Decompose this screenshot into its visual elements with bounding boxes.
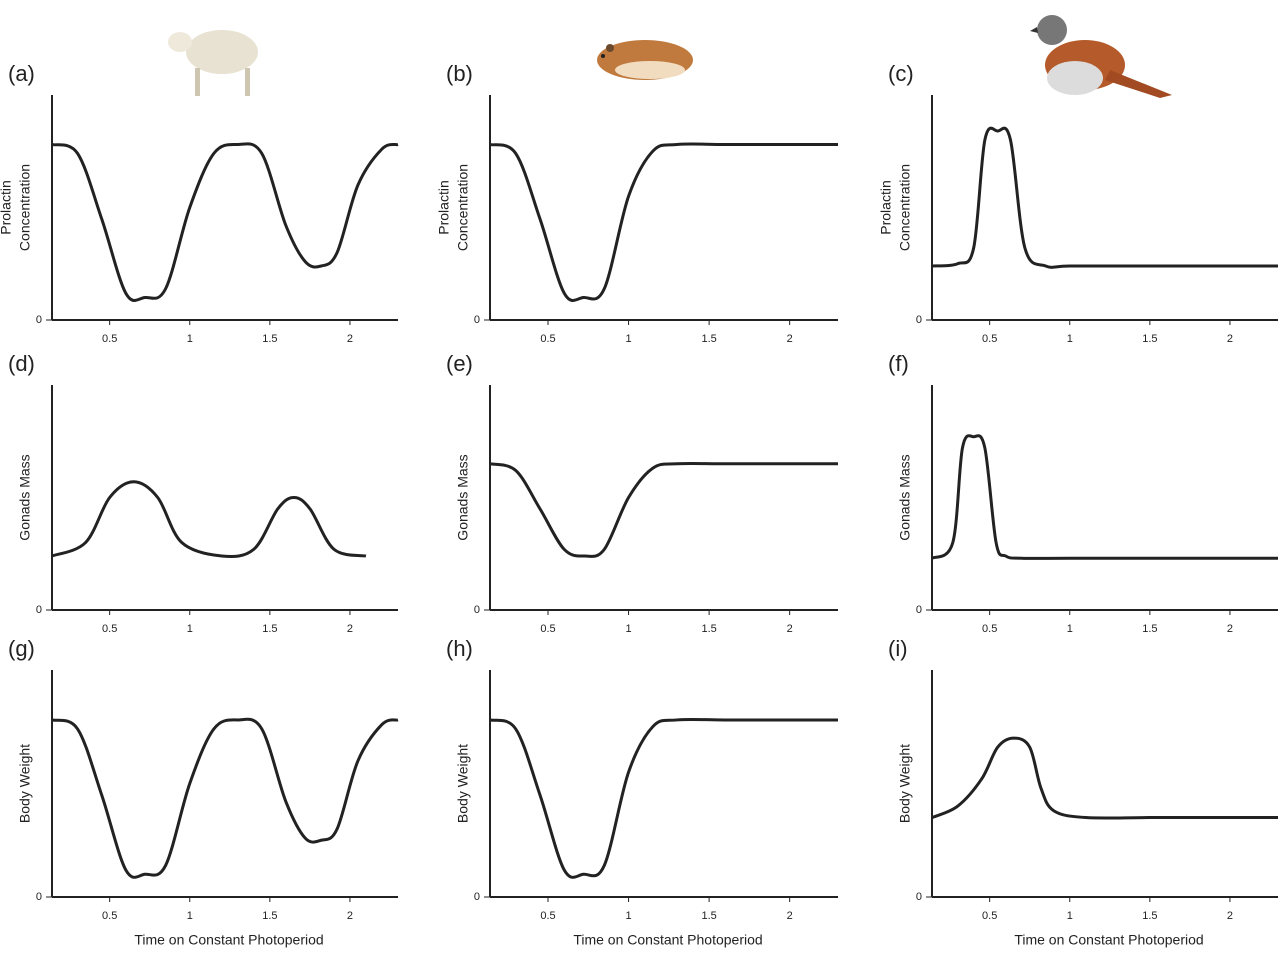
curve bbox=[490, 463, 838, 556]
x-tick-label: 1 bbox=[1067, 333, 1073, 345]
y-tick-label: 0 bbox=[474, 891, 480, 903]
y-axis-label: Gonads Mass bbox=[897, 454, 913, 540]
x-tick-label: 2 bbox=[347, 333, 353, 345]
x-tick-label: 0.5 bbox=[540, 623, 555, 635]
x-tick-label: 0.5 bbox=[982, 623, 997, 635]
curve bbox=[52, 144, 398, 301]
x-tick-label: 1.5 bbox=[1142, 910, 1157, 922]
curve bbox=[932, 436, 1278, 559]
y-tick-label: 0 bbox=[474, 314, 480, 326]
x-tick-label: 2 bbox=[787, 333, 793, 345]
x-tick-label: 0.5 bbox=[982, 910, 997, 922]
panel: (f) 0.5 1 1.5 2 0 Gonads Mass bbox=[888, 351, 1278, 635]
sheep-icon bbox=[168, 30, 258, 96]
x-axis-label: Time on Constant Photoperiod bbox=[1014, 932, 1203, 948]
x-tick-label: 1 bbox=[1067, 623, 1073, 635]
y-axis-label: Concentration bbox=[17, 164, 33, 251]
x-tick-label: 1 bbox=[625, 623, 631, 635]
y-axis-label: Prolactin bbox=[0, 180, 14, 234]
x-tick-label: 0.5 bbox=[102, 333, 117, 345]
curve bbox=[490, 144, 838, 301]
x-tick-label: 1.5 bbox=[701, 910, 716, 922]
x-tick-label: 1.5 bbox=[262, 910, 277, 922]
panel: (h) 0.5 1 1.5 2 0 Body Weight Time on Constant … bbox=[446, 636, 838, 948]
x-tick-label: 0.5 bbox=[540, 333, 555, 345]
curve bbox=[52, 482, 366, 557]
panel-label: (h) bbox=[446, 636, 473, 661]
hamster-icon bbox=[597, 40, 693, 80]
x-tick-label: 1.5 bbox=[262, 333, 277, 345]
y-axis-label: Concentration bbox=[455, 164, 471, 251]
x-tick-label: 1 bbox=[1067, 910, 1073, 922]
panel-label: (d) bbox=[8, 351, 35, 376]
panel: (g) 0.5 1 1.5 2 0 Body Weight Time on Constant … bbox=[8, 636, 398, 948]
panel-label: (a) bbox=[8, 61, 35, 86]
x-tick-label: 1 bbox=[625, 333, 631, 345]
x-tick-label: 2 bbox=[1227, 910, 1233, 922]
y-axis-label: Concentration bbox=[897, 164, 913, 251]
x-tick-label: 1 bbox=[187, 623, 193, 635]
y-tick-label: 0 bbox=[36, 314, 42, 326]
curve bbox=[932, 128, 1278, 267]
curve bbox=[932, 738, 1278, 818]
x-tick-label: 1.5 bbox=[1142, 333, 1157, 345]
panel-label: (i) bbox=[888, 636, 908, 661]
y-axis-label: Prolactin bbox=[878, 180, 894, 234]
x-tick-label: 0.5 bbox=[102, 623, 117, 635]
y-tick-label: 0 bbox=[916, 314, 922, 326]
y-axis-label: Prolactin bbox=[436, 180, 452, 234]
x-tick-label: 1.5 bbox=[1142, 623, 1157, 635]
curve bbox=[52, 719, 398, 877]
y-axis-label: Body Weight bbox=[17, 744, 33, 823]
y-tick-label: 0 bbox=[474, 604, 480, 616]
x-tick-label: 1 bbox=[625, 910, 631, 922]
panel: (i) 0.5 1 1.5 2 0 Body Weight Time on Constant … bbox=[888, 636, 1278, 948]
x-tick-label: 2 bbox=[787, 910, 793, 922]
x-tick-label: 1.5 bbox=[701, 333, 716, 345]
x-tick-label: 2 bbox=[347, 623, 353, 635]
y-tick-label: 0 bbox=[916, 891, 922, 903]
x-axis-label: Time on Constant Photoperiod bbox=[573, 932, 762, 948]
panel-label: (f) bbox=[888, 351, 909, 376]
x-tick-label: 1.5 bbox=[262, 623, 277, 635]
x-tick-label: 1.5 bbox=[701, 623, 716, 635]
panel-label: (c) bbox=[888, 61, 914, 86]
sparrow-icon bbox=[1030, 15, 1172, 98]
x-axis-label: Time on Constant Photoperiod bbox=[134, 932, 323, 948]
panel-label: (b) bbox=[446, 61, 473, 86]
y-tick-label: 0 bbox=[36, 891, 42, 903]
panel: (e) 0.5 1 1.5 2 0 Gonads Mass bbox=[446, 351, 838, 635]
curve bbox=[490, 719, 838, 877]
y-tick-label: 0 bbox=[36, 604, 42, 616]
x-tick-label: 1 bbox=[187, 333, 193, 345]
panel-label: (g) bbox=[8, 636, 35, 661]
x-tick-label: 0.5 bbox=[982, 333, 997, 345]
panel: (d) 0.5 1 1.5 2 0 Gonads Mass bbox=[8, 351, 398, 635]
panel-label: (e) bbox=[446, 351, 473, 376]
y-axis-label: Gonads Mass bbox=[17, 454, 33, 540]
x-tick-label: 1 bbox=[187, 910, 193, 922]
x-tick-label: 2 bbox=[1227, 333, 1233, 345]
x-tick-label: 0.5 bbox=[540, 910, 555, 922]
y-axis-label: Gonads Mass bbox=[455, 454, 471, 540]
x-tick-label: 2 bbox=[1227, 623, 1233, 635]
figure: (a)0.511.520ProlactinConcentration(b)0.5… bbox=[0, 0, 1281, 954]
x-tick-label: 0.5 bbox=[102, 910, 117, 922]
x-tick-label: 2 bbox=[347, 910, 353, 922]
y-axis-label: Body Weight bbox=[455, 744, 471, 823]
y-tick-label: 0 bbox=[916, 604, 922, 616]
y-axis-label: Body Weight bbox=[897, 744, 913, 823]
x-tick-label: 2 bbox=[787, 623, 793, 635]
